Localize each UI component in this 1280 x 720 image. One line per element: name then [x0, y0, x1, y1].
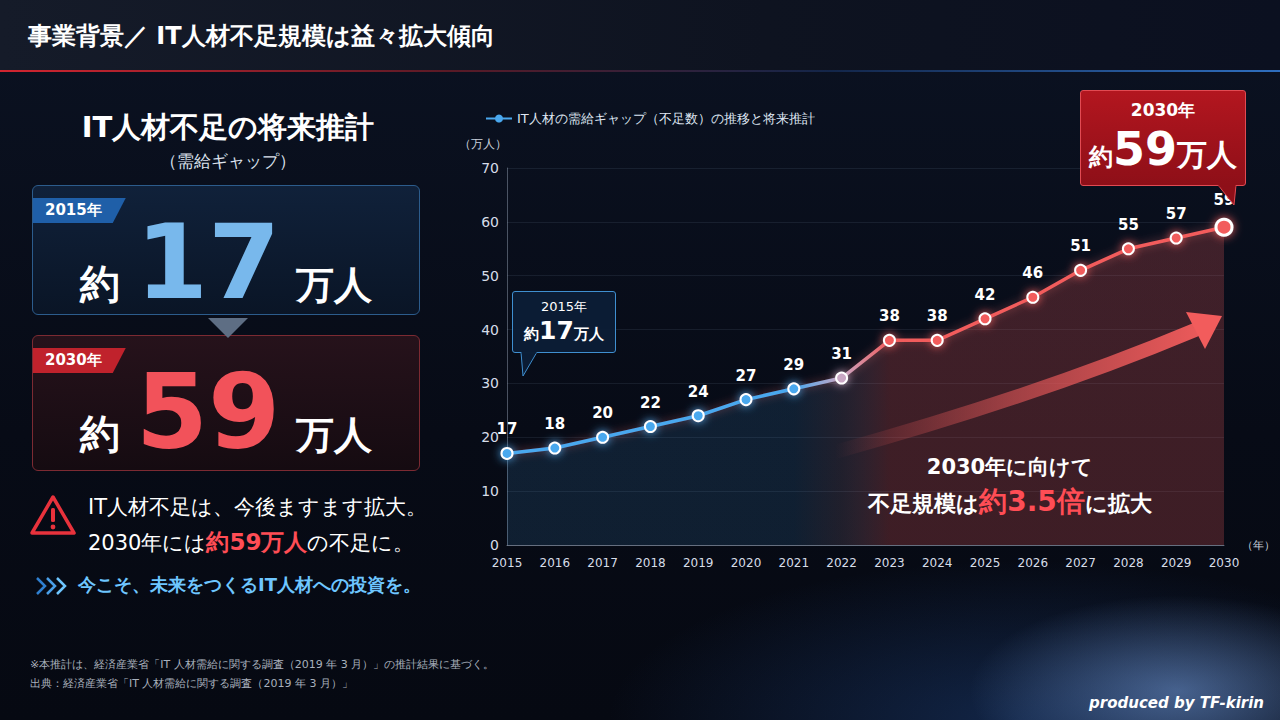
svg-text:2026: 2026	[1018, 556, 1049, 570]
html-text:事業背景／ IT人材不足規模は益々拡大傾向: 事業背景／ IT人材不足規模は益々拡大傾向	[28, 22, 495, 50]
svg-text:2020: 2020	[731, 556, 762, 570]
svg-text:29: 29	[783, 356, 804, 374]
html-text:出典：経済産業省「IT 人材需給に関する調査（2019 年: 出典：経済産業省「IT 人材需給に関する調査（2019 年 3 月）」	[30, 677, 353, 690]
html-text:IT人材不足の将来推計: IT人材不足の将来推計	[81, 110, 375, 144]
svg-text:2017: 2017	[587, 556, 618, 570]
svg-text:10: 10	[481, 483, 499, 499]
svg-text:2023: 2023	[874, 556, 905, 570]
html-text:約: 約	[79, 411, 120, 457]
html-text:2030年: 2030年	[1130, 100, 1196, 121]
svg-text:0: 0	[490, 537, 499, 553]
svg-text:2030: 2030	[1209, 556, 1240, 570]
svg-text:30: 30	[481, 375, 499, 391]
svg-text:2024: 2024	[922, 556, 953, 570]
html-text:今こそ、未来をつくるIT人材への投資を。: 今こそ、未来をつくるIT人材への投資を。	[78, 574, 421, 595]
svg-text:IT人材の需給ギャップ（不足数）の推移と将来推計: IT人材の需給ギャップ（不足数）の推移と将来推計	[517, 111, 815, 126]
html-text:不足規模は約3.5倍に拡大: 不足規模は約3.5倍に拡大	[868, 485, 1152, 518]
svg-text:2025: 2025	[970, 556, 1001, 570]
svg-text:59: 59	[1214, 191, 1235, 209]
svg-text:38: 38	[879, 307, 900, 325]
svg-text:42: 42	[975, 286, 996, 304]
html-text:※本推計は、経済産業省「IT 人材需給に関する調査（2019: ※本推計は、経済産業省「IT 人材需給に関する調査（2019 年 3 月）」の推…	[30, 658, 495, 671]
svg-text:18: 18	[544, 415, 565, 433]
html-text:IT人材不足は、今後ますます拡大。: IT人材不足は、今後ますます拡大。	[88, 495, 427, 519]
svg-text:2029: 2029	[1161, 556, 1192, 570]
svg-text:2018: 2018	[635, 556, 666, 570]
svg-text:20: 20	[592, 404, 613, 422]
html-text:2030年に向けて: 2030年に向けて	[926, 455, 1094, 479]
svg-text:20: 20	[481, 429, 499, 446]
html-text:2030年には約59万人の不足に。: 2030年には約59万人の不足に。	[88, 529, 415, 555]
html-text:約: 約	[79, 261, 120, 307]
svg-text:70: 70	[481, 160, 499, 176]
html-text:万人: 万人	[296, 263, 373, 307]
svg-text:46: 46	[1022, 264, 1043, 282]
svg-text:50: 50	[481, 268, 499, 284]
svg-text:40: 40	[481, 322, 499, 338]
svg-text:60: 60	[481, 214, 499, 230]
svg-text:2027: 2027	[1065, 556, 1096, 570]
svg-text:55: 55	[1118, 216, 1139, 234]
svg-text:2016: 2016	[540, 556, 571, 570]
html-text:2015年: 2015年	[45, 201, 102, 219]
svg-text:57: 57	[1166, 205, 1187, 223]
html-text:（需給ギャップ）: （需給ギャップ）	[160, 151, 296, 171]
svg-text:（年）: （年）	[1242, 539, 1275, 552]
html-text:約17万人: 約17万人	[524, 316, 604, 346]
html-text:2030年: 2030年	[45, 351, 102, 369]
html-text:2015年: 2015年	[541, 299, 587, 315]
svg-text:27: 27	[736, 367, 757, 385]
svg-text:2028: 2028	[1113, 556, 1144, 570]
html-text:59: 59	[135, 351, 281, 473]
svg-text:38: 38	[927, 307, 948, 325]
svg-text:2022: 2022	[826, 556, 857, 570]
svg-text:51: 51	[1070, 237, 1091, 255]
svg-text:24: 24	[688, 383, 709, 401]
html-text:17: 17	[135, 201, 281, 323]
svg-text:2021: 2021	[779, 556, 810, 570]
svg-text:22: 22	[640, 394, 661, 412]
html-text:約59万人: 約59万人	[1089, 122, 1237, 177]
html-text:produced by TF-kirin: produced by TF-kirin	[1089, 694, 1264, 712]
svg-text:2015: 2015	[492, 556, 523, 570]
svg-text:17: 17	[497, 420, 518, 438]
svg-text:2019: 2019	[683, 556, 714, 570]
svg-text:31: 31	[831, 345, 852, 363]
html-text:万人: 万人	[296, 413, 373, 457]
svg-text:（万人）: （万人）	[459, 137, 507, 151]
